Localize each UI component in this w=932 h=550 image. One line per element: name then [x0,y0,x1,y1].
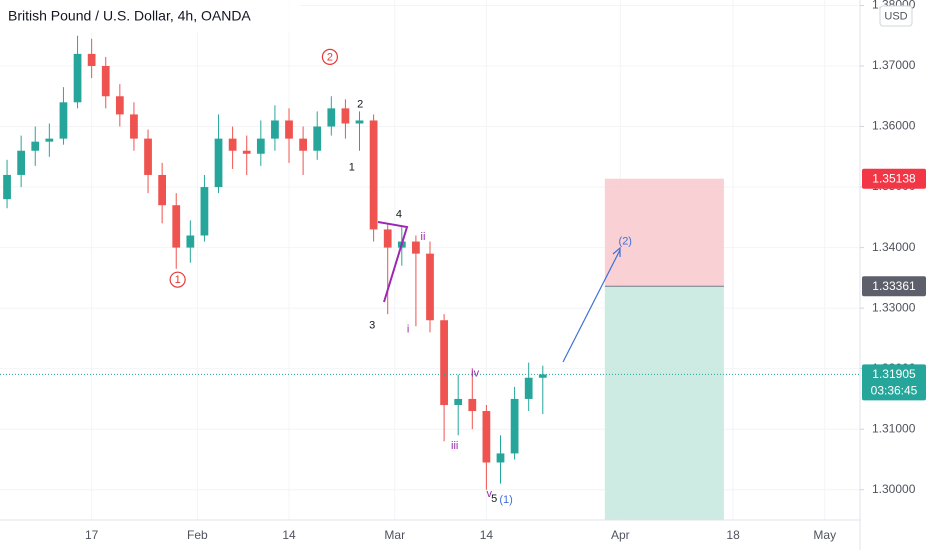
candle-body [482,411,491,463]
wave-label: ii [421,231,426,243]
candle-body [228,138,237,151]
chart-title: British Pound / U.S. Dollar, 4h, OANDA [8,8,251,24]
candle-body [285,120,293,139]
candle-body [158,174,167,206]
y-tick-label: 1.30000 [872,482,916,496]
plot-area [0,0,860,520]
candle-body [454,398,463,405]
candle-body [327,108,336,127]
candle-body [31,141,40,151]
last-price-tag-box [862,364,926,401]
axes: 1.300001.310001.320001.330001.340001.350… [85,0,926,542]
candle-body [313,126,322,151]
y-tick-label: 1.31000 [872,421,916,435]
candle-body [242,150,251,154]
candle-body [538,374,547,378]
candle-body [369,120,378,230]
x-tick-label: 14 [282,528,296,542]
x-tick-label: 18 [726,528,740,542]
candle-body [383,229,392,248]
wave-label: 1 [349,161,355,173]
candle-body [101,65,110,97]
last-price-tag-label: 1.31905 [872,367,916,381]
y-tick-label: 1.33000 [872,300,916,314]
arrow-head [612,246,621,257]
y-tick-label: 1.36000 [872,119,916,133]
candle-body [17,150,26,175]
annotation-circle [169,271,186,288]
candle-body [45,138,54,142]
wave-label: 2 [357,99,363,111]
x-tick-label: Mar [384,528,405,542]
currency-box[interactable] [879,5,913,27]
candle-body [186,235,195,248]
stop-zone [604,178,724,287]
wave-label: (1) [499,494,512,506]
wave-label: 3 [369,319,375,331]
x-tick-label: Apr [611,528,630,542]
wave-label: v [486,488,492,500]
stop-price-tag-label: 1.35138 [872,171,916,185]
y-tick-label: 1.37000 [872,58,916,72]
wave-label: i [407,324,409,336]
entry-price-tag-label: 1.33361 [872,279,916,293]
wave-label: 5 [491,493,497,505]
candle-body [426,253,434,321]
candle-body [3,174,11,200]
candle-body [256,138,265,154]
candle-body [510,398,519,454]
x-tick-label: 17 [85,528,99,542]
candle-body [524,377,533,399]
candle-body [355,120,364,124]
wave-label: 2 [327,51,333,63]
candle-body [172,205,181,248]
projection-arrow [562,249,621,363]
entry-price-tag-box [862,276,926,297]
target-zone [604,286,724,520]
x-tick-label: 14 [480,528,494,542]
candle-body [440,320,448,405]
y-tick-label: 1.34000 [872,240,916,254]
wave-label: 4 [396,209,402,221]
title-backdrop [0,0,300,32]
wave-label: (2) [619,235,632,247]
candle-body [214,138,223,188]
wave-label: 1 [175,274,181,286]
candle-body [271,120,279,139]
stop-price-tag-box [862,168,926,189]
wave-label: iv [471,367,479,379]
candle-body [496,453,505,463]
candle-body [341,108,350,124]
candle-body [115,96,124,115]
candle-body [468,398,477,412]
triangle-drawing [377,221,409,303]
candle-body [144,138,152,175]
candle-body [59,102,68,139]
currency-label[interactable]: USD [884,10,907,22]
annotation-circle [321,48,339,66]
countdown-label: 03:36:45 [871,384,918,398]
candle-body [200,187,209,236]
candle-body [299,138,307,151]
x-tick-label: May [813,528,836,542]
candle-body [87,53,96,66]
candle-body [412,241,420,254]
candle-body [73,53,82,103]
x-tick-label: Feb [187,528,208,542]
candle-body [130,114,138,139]
wave-label: iii [451,440,458,452]
